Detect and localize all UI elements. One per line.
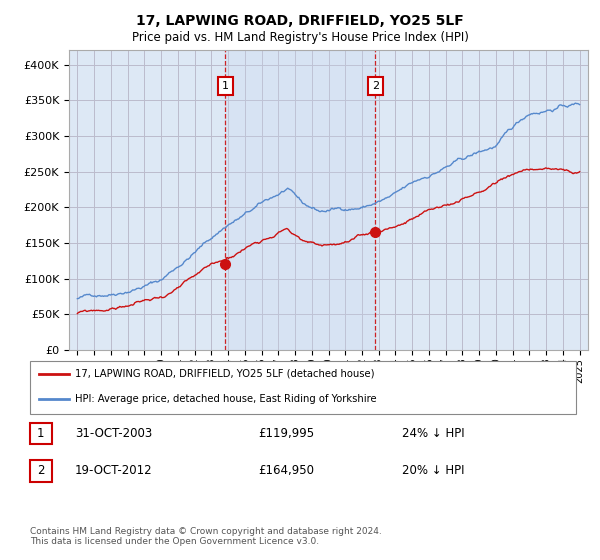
Text: 24% ↓ HPI: 24% ↓ HPI [402,427,464,440]
Text: £164,950: £164,950 [258,464,314,478]
Text: 1: 1 [222,81,229,91]
Text: 17, LAPWING ROAD, DRIFFIELD, YO25 5LF (detached house): 17, LAPWING ROAD, DRIFFIELD, YO25 5LF (d… [75,368,374,379]
Text: Price paid vs. HM Land Registry's House Price Index (HPI): Price paid vs. HM Land Registry's House … [131,31,469,44]
Text: 31-OCT-2003: 31-OCT-2003 [75,427,152,440]
Text: 2: 2 [371,81,379,91]
Bar [225,50,375,350]
Text: 20% ↓ HPI: 20% ↓ HPI [402,464,464,478]
Text: 1: 1 [37,427,44,440]
Text: £119,995: £119,995 [258,427,314,440]
Text: HPI: Average price, detached house, East Riding of Yorkshire: HPI: Average price, detached house, East… [75,394,377,404]
Text: 19-OCT-2012: 19-OCT-2012 [75,464,152,478]
Text: Contains HM Land Registry data © Crown copyright and database right 2024.
This d: Contains HM Land Registry data © Crown c… [30,526,382,546]
Text: 17, LAPWING ROAD, DRIFFIELD, YO25 5LF: 17, LAPWING ROAD, DRIFFIELD, YO25 5LF [136,14,464,28]
Text: 2: 2 [37,464,44,478]
